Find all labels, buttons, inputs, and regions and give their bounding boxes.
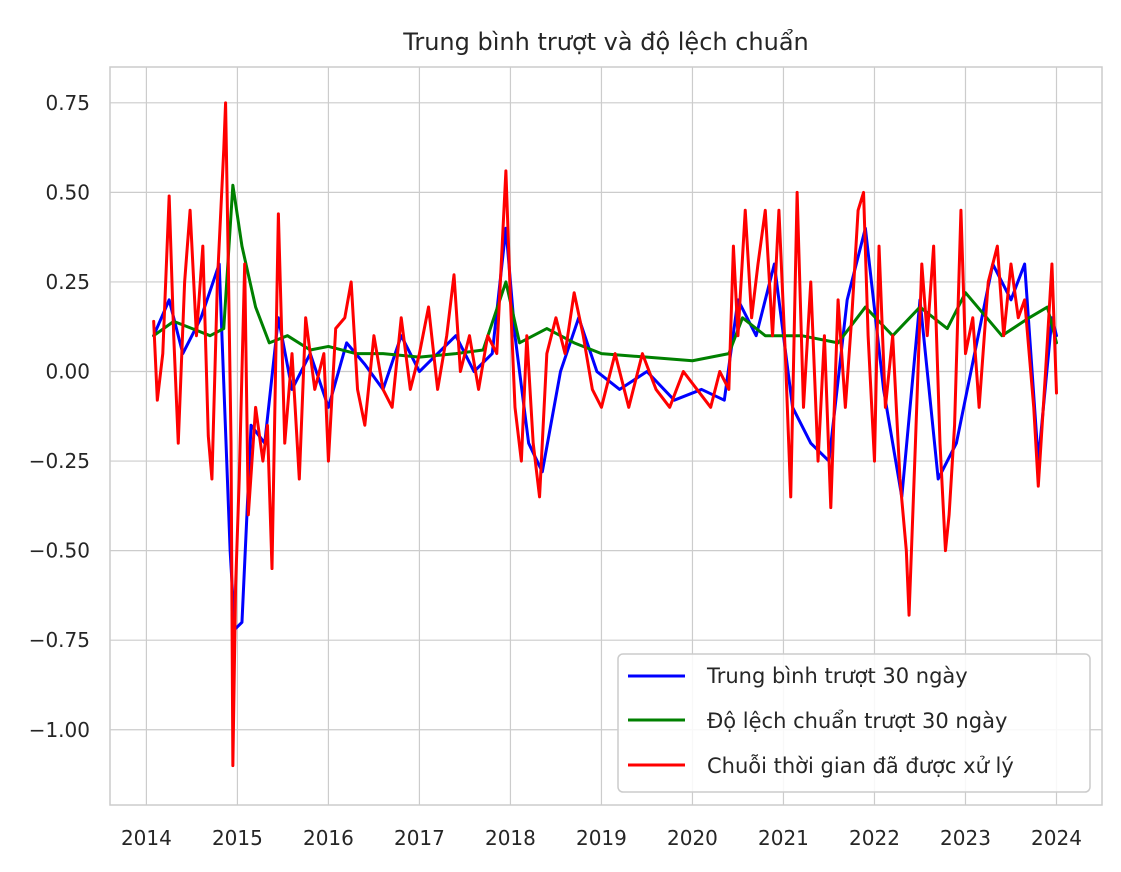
x-tick-label: 2021 [758,826,809,850]
legend-label-moving-std: Độ lệch chuẩn trượt 30 ngày [707,709,1007,733]
y-tick-label: −0.75 [29,628,90,652]
y-tick-label: −0.25 [29,449,90,473]
x-tick-label: 2016 [303,826,354,850]
y-tick-label: 0.25 [45,270,90,294]
x-tick-label: 2017 [394,826,445,850]
y-tick-label: 0.50 [45,180,90,204]
legend: Trung bình trượt 30 ngày Độ lệch chuẩn t… [617,653,1091,793]
series-line-moving-std [152,183,1058,363]
chart-title: Trung bình trượt và độ lệch chuẩn [402,28,809,56]
legend-label-moving-mean: Trung bình trượt 30 ngày [706,664,968,688]
y-tick-label: 0.75 [45,91,90,115]
x-tick-label: 2022 [849,826,900,850]
series-line-processed [152,101,1058,768]
y-tick-label: 0.00 [45,360,90,384]
y-tick-label: −0.50 [29,539,90,563]
x-tick-label: 2014 [121,826,172,850]
y-tick-label: −1.00 [29,718,90,742]
x-tick-label: 2019 [576,826,627,850]
legend-box [617,653,1091,793]
x-tick-label: 2015 [212,826,263,850]
plot-frame [109,66,1103,806]
y-axis-ticks: 0.75 0.50 0.25 0.00 −0.25 −0.50 −0.75 −1.00 [29,91,90,742]
x-axis-ticks: 2014 2015 2016 2017 2018 2019 2020 2021 2022 2023… [121,826,1082,850]
legend-label-processed-series: Chuỗi thời gian đã được xử lý [707,753,1014,778]
x-tick-label: 2020 [667,826,718,850]
x-tick-label: 2023 [940,826,991,850]
x-tick-label: 2024 [1031,826,1082,850]
x-tick-label: 2018 [485,826,536,850]
series-lines [152,101,1058,768]
